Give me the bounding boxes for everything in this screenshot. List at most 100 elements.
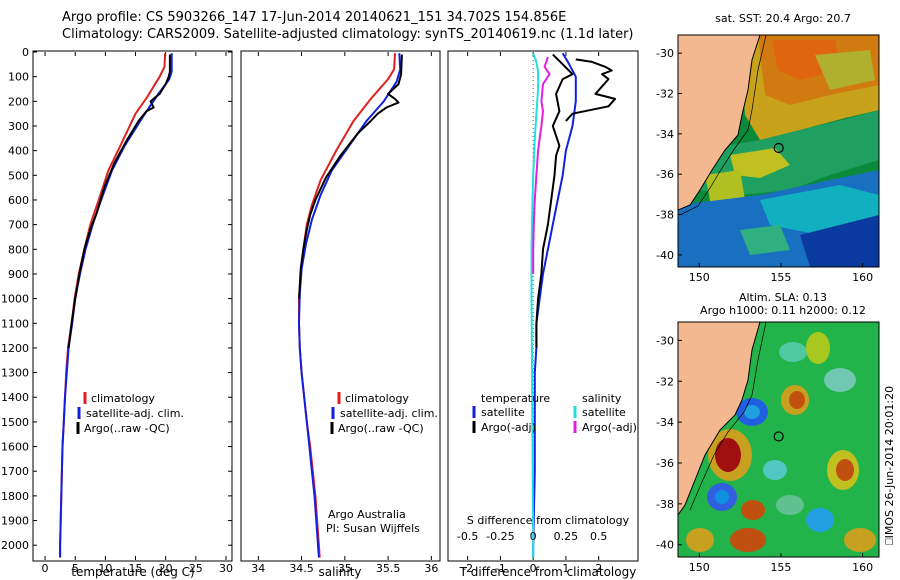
temperature-x-ticks: 0 5 10 15 20 25 30 (42, 52, 233, 575)
s-tick-label: 0.5 (590, 530, 608, 543)
depth-tick-label: 1600 (1, 441, 29, 454)
legend-label-argo: Argo(..raw -QC) (84, 422, 170, 435)
depth-tick-label: 500 (8, 169, 29, 182)
x-tick-label: 25 (189, 562, 203, 575)
x-tick-label: 1 (562, 562, 569, 575)
legend-title-salinity: salinity (582, 392, 622, 405)
s-tick-label: -0.25 (486, 530, 514, 543)
series-line-s-satellite (530, 52, 540, 558)
x-tick-label: -1 (495, 562, 506, 575)
lat-tick-label: -36 (656, 457, 674, 470)
x-tick-label: 10 (98, 562, 112, 575)
depth-tick-label: 400 (8, 145, 29, 158)
x-tick-label: 34.5 (289, 562, 314, 575)
x-tick-label: 30 (219, 562, 233, 575)
float-position-marker (773, 431, 784, 442)
depth-tick-label: 1400 (1, 391, 29, 404)
temperature-lines (59, 53, 173, 558)
depth-tick-label: 1800 (1, 490, 29, 503)
temperature-xlabel: temperature (deg C) (71, 565, 194, 579)
series-line-argo-raw-qc- (67, 54, 171, 349)
x-tick-label: 15 (129, 562, 143, 575)
lat-tick-label: -36 (656, 168, 674, 181)
lon-tick-label: 160 (852, 271, 873, 284)
sla-map-lon-ticks: 150 155 160 (689, 553, 873, 574)
depth-tick-label: 1000 (1, 293, 29, 306)
lon-tick-label: 155 (770, 271, 791, 284)
x-tick-label: 2 (595, 562, 602, 575)
sla-map-lat-ticks: -30 -32 -34 -36 -38 -40 (656, 334, 682, 552)
x-tick-label: 34 (251, 562, 265, 575)
sst-map-lat-ticks: -30 -32 -34 -36 -38 -40 (656, 47, 682, 262)
plot-title-line2: Climatology: CARS2009. Satellite-adjuste… (62, 27, 634, 42)
x-tick-label: -2 (462, 562, 473, 575)
depth-axis: 0 100 200 300 400 500 600 700 800 900 1000 1100 1200… (1, 46, 232, 552)
temperature-panel-frame (32, 50, 233, 562)
depth-tick-label: 700 (8, 219, 29, 232)
pi-label: PI: Susan Wijffels (326, 522, 420, 535)
s-difference-label: S difference from climatology (467, 514, 630, 527)
x-tick-label: 35 (338, 562, 352, 575)
s-difference-ticks: -0.5 -0.25 0 0.25 0.5 (457, 530, 608, 543)
depth-tick-label: 1700 (1, 465, 29, 478)
series-line-s-argo-adj- (532, 56, 551, 274)
lon-tick-label: 150 (689, 561, 710, 574)
legend-label-t-satellite: satellite (481, 406, 525, 419)
lat-tick-label: -38 (656, 209, 674, 222)
depth-tick-label: 1300 (1, 367, 29, 380)
s-tick-label: 0.25 (554, 530, 579, 543)
sla-map-frame (677, 321, 880, 558)
salinity-x-ticks: 34 34.5 35 35.5 36 (251, 52, 438, 575)
lat-tick-label: -32 (656, 88, 674, 101)
sst-map-title: sat. SST: 20.4 Argo: 20.7 (715, 12, 851, 25)
difference-lines (530, 52, 617, 558)
legend-title-temperature: temperature (481, 392, 550, 405)
depth-tick-label: 1200 (1, 342, 29, 355)
depth-tick-label: 1900 (1, 515, 29, 528)
legend-label-satellite: satellite-adj. clim. (86, 407, 184, 420)
lon-tick-label: 150 (689, 271, 710, 284)
depth-tick-label: 0 (22, 46, 29, 59)
x-tick-label: 35.5 (376, 562, 401, 575)
legend-label-climatology: climatology (91, 392, 155, 405)
lon-tick-label: 160 (852, 561, 873, 574)
sla-map-title2: Argo h1000: 0.11 h2000: 0.12 (700, 304, 866, 317)
legend-label-argo: Argo(..raw -QC) (338, 422, 424, 435)
x-tick-label: 0 (42, 562, 49, 575)
lat-tick-label: -38 (656, 498, 674, 511)
legend-label-climatology: climatology (345, 392, 409, 405)
lat-tick-label: -34 (656, 128, 674, 141)
depth-tick-label: 600 (8, 194, 29, 207)
s-tick-label: -0.5 (457, 530, 478, 543)
temperature-legend: climatology satellite-adj. clim. Argo(..… (76, 392, 184, 435)
lat-tick-label: -30 (656, 47, 674, 60)
difference-legend: temperature salinity satellite Argo(-adj… (472, 392, 637, 434)
depth-tick-label: 100 (8, 71, 29, 84)
depth-tick-label: 1100 (1, 317, 29, 330)
t-difference-label: T difference from climatology (459, 565, 637, 579)
sla-map-title1: Altim. SLA: 0.13 (739, 291, 827, 304)
depth-tick-label: 900 (8, 268, 29, 281)
salinity-legend: climatology satellite-adj. clim. Argo(..… (330, 392, 438, 435)
legend-label-satellite: satellite-adj. clim. (340, 407, 438, 420)
legend-label-s-satellite: satellite (582, 406, 626, 419)
imos-watermark: ⎕IMOS 26-Jun-2014 20:01:20 (883, 386, 896, 545)
float-position-marker (773, 142, 784, 154)
depth-tick-label: 200 (8, 95, 29, 108)
x-tick-label: 0 (530, 562, 537, 575)
x-tick-label: 20 (159, 562, 173, 575)
salinity-panel-frame (240, 50, 441, 562)
lat-tick-label: -34 (656, 416, 674, 429)
s-tick-label: 0 (530, 530, 537, 543)
lat-tick-label: -30 (656, 334, 674, 347)
difference-panel-frame (447, 50, 639, 562)
legend-label-s-argo: Argo(-adj) (582, 421, 637, 434)
lat-tick-label: -32 (656, 375, 674, 388)
series-line-satellite-adj-clim- (59, 53, 173, 558)
sst-map-frame (677, 34, 880, 268)
series-line-t-satellite (532, 52, 577, 558)
salinity-xlabel: salinity (318, 565, 361, 579)
depth-tick-label: 800 (8, 243, 29, 256)
land-australia (678, 35, 760, 210)
sst-map (678, 35, 879, 267)
